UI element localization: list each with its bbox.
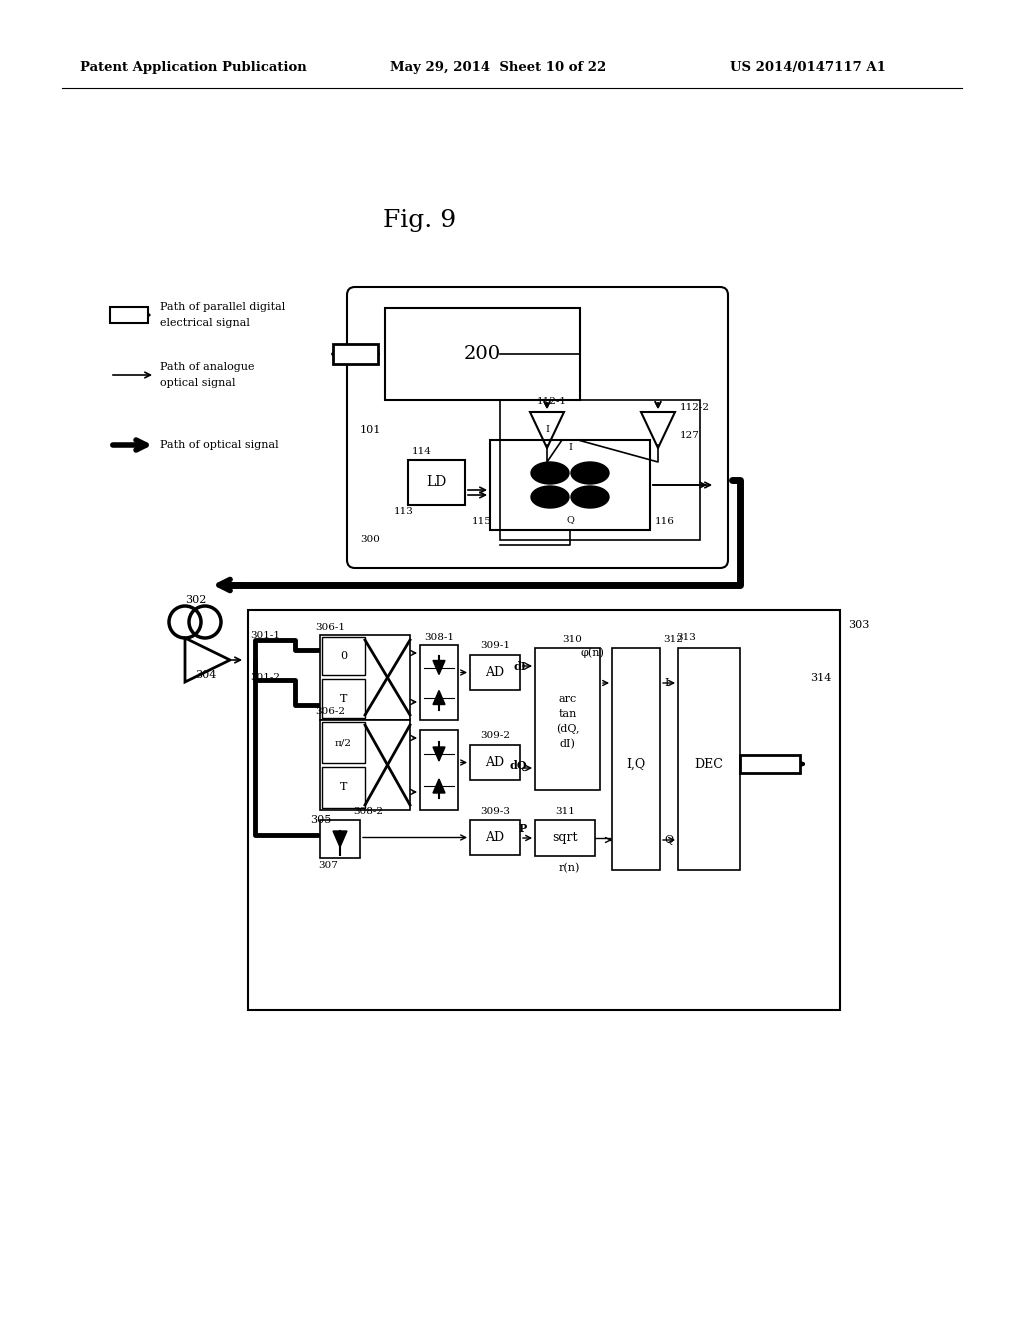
Text: 312: 312 bbox=[663, 635, 683, 644]
Text: optical signal: optical signal bbox=[160, 378, 236, 388]
Text: 301-2: 301-2 bbox=[250, 673, 280, 682]
FancyBboxPatch shape bbox=[535, 820, 595, 855]
Text: May 29, 2014  Sheet 10 of 22: May 29, 2014 Sheet 10 of 22 bbox=[390, 62, 606, 74]
Ellipse shape bbox=[571, 462, 609, 484]
Text: 307: 307 bbox=[318, 862, 338, 870]
Text: dQ: dQ bbox=[509, 759, 527, 771]
Polygon shape bbox=[433, 779, 445, 793]
Text: arc: arc bbox=[558, 694, 577, 704]
FancyBboxPatch shape bbox=[420, 730, 458, 810]
FancyBboxPatch shape bbox=[319, 719, 410, 810]
Text: 309-3: 309-3 bbox=[480, 807, 510, 816]
Text: r(n): r(n) bbox=[558, 863, 580, 873]
Polygon shape bbox=[333, 832, 347, 847]
Text: 305: 305 bbox=[310, 814, 332, 825]
Text: 112-2: 112-2 bbox=[680, 404, 710, 412]
FancyBboxPatch shape bbox=[408, 459, 465, 506]
FancyBboxPatch shape bbox=[535, 648, 600, 789]
Text: Q: Q bbox=[664, 836, 673, 845]
Polygon shape bbox=[185, 638, 230, 682]
Text: 112-1: 112-1 bbox=[537, 397, 567, 407]
FancyBboxPatch shape bbox=[319, 820, 360, 858]
Text: 113: 113 bbox=[394, 507, 414, 516]
Text: Patent Application Publication: Patent Application Publication bbox=[80, 62, 307, 74]
Text: 311: 311 bbox=[555, 807, 574, 816]
Polygon shape bbox=[433, 660, 445, 675]
Text: (dQ,: (dQ, bbox=[556, 723, 580, 734]
Text: 0: 0 bbox=[340, 651, 347, 661]
Text: I,Q: I,Q bbox=[627, 758, 645, 771]
Text: 301-1: 301-1 bbox=[250, 631, 280, 639]
Text: 303: 303 bbox=[848, 620, 869, 630]
Text: 116: 116 bbox=[655, 517, 675, 527]
Ellipse shape bbox=[531, 462, 569, 484]
Text: 306-1: 306-1 bbox=[315, 623, 345, 631]
Text: Path of parallel digital: Path of parallel digital bbox=[160, 302, 286, 312]
FancyBboxPatch shape bbox=[490, 440, 650, 531]
FancyBboxPatch shape bbox=[319, 635, 410, 719]
Ellipse shape bbox=[531, 486, 569, 508]
Text: electrical signal: electrical signal bbox=[160, 318, 250, 327]
Text: P: P bbox=[519, 822, 527, 833]
Text: 127: 127 bbox=[680, 430, 699, 440]
Text: AD: AD bbox=[485, 756, 505, 770]
Text: Path of analogue: Path of analogue bbox=[160, 362, 255, 372]
FancyBboxPatch shape bbox=[322, 767, 365, 808]
Text: AD: AD bbox=[485, 667, 505, 678]
FancyBboxPatch shape bbox=[385, 308, 580, 400]
FancyBboxPatch shape bbox=[322, 678, 365, 718]
Text: 304: 304 bbox=[195, 671, 216, 680]
FancyBboxPatch shape bbox=[322, 722, 365, 763]
Ellipse shape bbox=[571, 486, 609, 508]
Text: LD: LD bbox=[426, 475, 446, 490]
Text: 309-1: 309-1 bbox=[480, 642, 510, 651]
Text: Fig. 9: Fig. 9 bbox=[383, 209, 457, 231]
Text: T: T bbox=[340, 693, 347, 704]
FancyBboxPatch shape bbox=[110, 308, 148, 323]
Text: Q: Q bbox=[566, 516, 573, 524]
Text: 101: 101 bbox=[360, 425, 381, 436]
Text: I: I bbox=[545, 425, 549, 434]
Polygon shape bbox=[433, 690, 445, 705]
Text: 114: 114 bbox=[412, 447, 432, 457]
Text: I: I bbox=[664, 678, 669, 688]
Text: dI: dI bbox=[514, 660, 527, 672]
FancyBboxPatch shape bbox=[347, 286, 728, 568]
FancyBboxPatch shape bbox=[420, 645, 458, 719]
FancyBboxPatch shape bbox=[470, 744, 520, 780]
Text: 308-1: 308-1 bbox=[424, 632, 454, 642]
Text: 306-2: 306-2 bbox=[315, 708, 345, 717]
Text: φ(n): φ(n) bbox=[581, 648, 604, 659]
FancyBboxPatch shape bbox=[333, 345, 378, 364]
Text: 302: 302 bbox=[185, 595, 207, 605]
FancyBboxPatch shape bbox=[470, 820, 520, 855]
FancyBboxPatch shape bbox=[612, 648, 660, 870]
FancyBboxPatch shape bbox=[248, 610, 840, 1010]
Text: Path of optical signal: Path of optical signal bbox=[160, 440, 279, 450]
Text: 313: 313 bbox=[676, 634, 696, 643]
Polygon shape bbox=[433, 747, 445, 762]
Text: I: I bbox=[568, 444, 572, 453]
FancyBboxPatch shape bbox=[470, 655, 520, 690]
Text: 115: 115 bbox=[472, 517, 492, 527]
FancyBboxPatch shape bbox=[678, 648, 740, 870]
Text: 309-2: 309-2 bbox=[480, 731, 510, 741]
FancyBboxPatch shape bbox=[740, 755, 800, 774]
Text: AD: AD bbox=[485, 832, 505, 843]
Text: 300: 300 bbox=[360, 536, 380, 544]
Text: 314: 314 bbox=[810, 673, 831, 682]
Text: sqrt: sqrt bbox=[552, 832, 578, 845]
Text: DEC: DEC bbox=[694, 758, 723, 771]
Text: 200: 200 bbox=[464, 345, 501, 363]
Text: π/2: π/2 bbox=[335, 738, 352, 747]
Text: 310: 310 bbox=[562, 635, 583, 644]
FancyBboxPatch shape bbox=[322, 638, 365, 675]
Text: T: T bbox=[340, 783, 347, 792]
Text: 308-2: 308-2 bbox=[353, 808, 383, 817]
Text: US 2014/0147117 A1: US 2014/0147117 A1 bbox=[730, 62, 886, 74]
Text: dI): dI) bbox=[559, 739, 575, 750]
Text: tan: tan bbox=[558, 709, 577, 719]
